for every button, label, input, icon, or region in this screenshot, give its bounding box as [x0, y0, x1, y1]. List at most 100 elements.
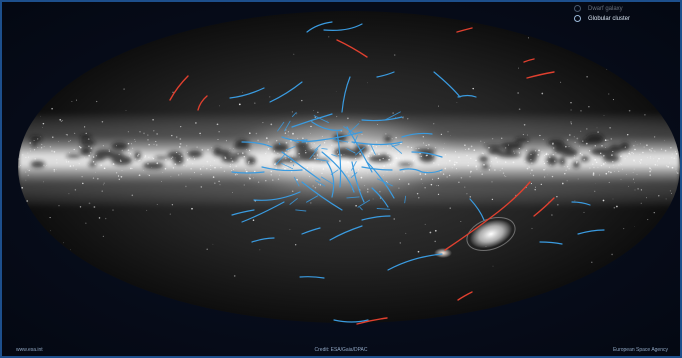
star — [340, 167, 342, 168]
star — [276, 165, 277, 167]
star — [283, 167, 286, 170]
star — [316, 154, 318, 156]
dust-cloud — [213, 149, 232, 157]
star — [137, 155, 139, 157]
star — [483, 164, 485, 166]
star — [505, 175, 507, 177]
star — [408, 163, 410, 164]
star — [153, 130, 155, 132]
large-magellanic-cloud — [469, 219, 513, 249]
star — [470, 145, 473, 148]
dust-cloud — [619, 142, 630, 151]
star — [368, 153, 370, 155]
globular-cluster-tracks — [229, 21, 605, 323]
star — [480, 140, 482, 142]
star — [42, 122, 45, 125]
star — [257, 181, 260, 183]
star — [566, 139, 569, 141]
globular-cluster-track — [323, 23, 363, 31]
star — [44, 166, 46, 168]
star — [570, 123, 572, 125]
star — [139, 159, 141, 162]
star — [403, 171, 405, 173]
star — [456, 161, 458, 164]
legend-item-label: Dwarf galaxy — [588, 6, 623, 12]
star — [632, 178, 634, 180]
star — [549, 156, 551, 158]
star — [249, 174, 251, 176]
star — [429, 231, 432, 234]
star — [546, 154, 548, 155]
star — [568, 134, 571, 136]
dust-cloud — [478, 156, 489, 163]
star — [21, 187, 23, 189]
star — [152, 157, 154, 158]
dwarf-galaxy-track — [169, 75, 189, 101]
star — [313, 110, 315, 112]
star — [92, 177, 95, 179]
star — [336, 116, 338, 118]
star — [194, 158, 196, 160]
dust-cloud — [580, 156, 590, 162]
star — [640, 143, 641, 145]
star — [21, 66, 24, 68]
star — [82, 182, 84, 185]
star — [188, 157, 191, 160]
star — [403, 116, 404, 117]
star — [562, 161, 563, 162]
star — [428, 144, 430, 146]
star — [399, 242, 402, 244]
star — [532, 152, 534, 154]
star — [67, 161, 70, 163]
dust-cloud — [172, 154, 185, 165]
star — [291, 111, 293, 113]
star — [18, 132, 19, 135]
star — [27, 152, 29, 154]
star — [321, 161, 323, 163]
star — [628, 109, 631, 112]
globular-cluster-track — [330, 169, 339, 175]
star — [612, 150, 614, 153]
star — [420, 178, 423, 180]
star — [306, 166, 309, 169]
star — [178, 154, 180, 155]
dust-cloud — [419, 152, 435, 163]
star — [535, 186, 537, 188]
star — [573, 157, 575, 159]
globular-cluster-track — [404, 195, 407, 204]
star — [206, 168, 208, 170]
star — [255, 132, 258, 135]
legend: Dwarf galaxy Globular cluster — [574, 4, 664, 24]
star — [333, 148, 335, 150]
star — [186, 159, 189, 161]
star — [170, 175, 172, 177]
star — [144, 155, 147, 157]
star — [501, 137, 503, 139]
star — [76, 99, 77, 101]
dwarf-galaxy-track — [533, 197, 555, 217]
dust-cloud — [30, 161, 45, 168]
star — [229, 163, 231, 165]
star — [398, 178, 401, 181]
star — [505, 147, 507, 149]
star — [27, 168, 28, 170]
star — [564, 172, 566, 175]
star — [556, 203, 559, 206]
star — [85, 222, 87, 224]
star — [546, 174, 548, 176]
star — [444, 142, 445, 144]
star — [389, 156, 391, 158]
star — [665, 198, 667, 200]
star — [296, 178, 298, 181]
star — [563, 166, 565, 167]
dust-cloud — [295, 148, 319, 159]
globular-cluster-track — [321, 147, 328, 150]
star — [18, 147, 20, 149]
star — [243, 155, 246, 158]
star — [228, 151, 230, 152]
star — [570, 102, 572, 104]
star — [34, 158, 36, 160]
star — [229, 165, 232, 168]
globular-cluster-track — [577, 229, 605, 235]
star — [43, 146, 45, 147]
